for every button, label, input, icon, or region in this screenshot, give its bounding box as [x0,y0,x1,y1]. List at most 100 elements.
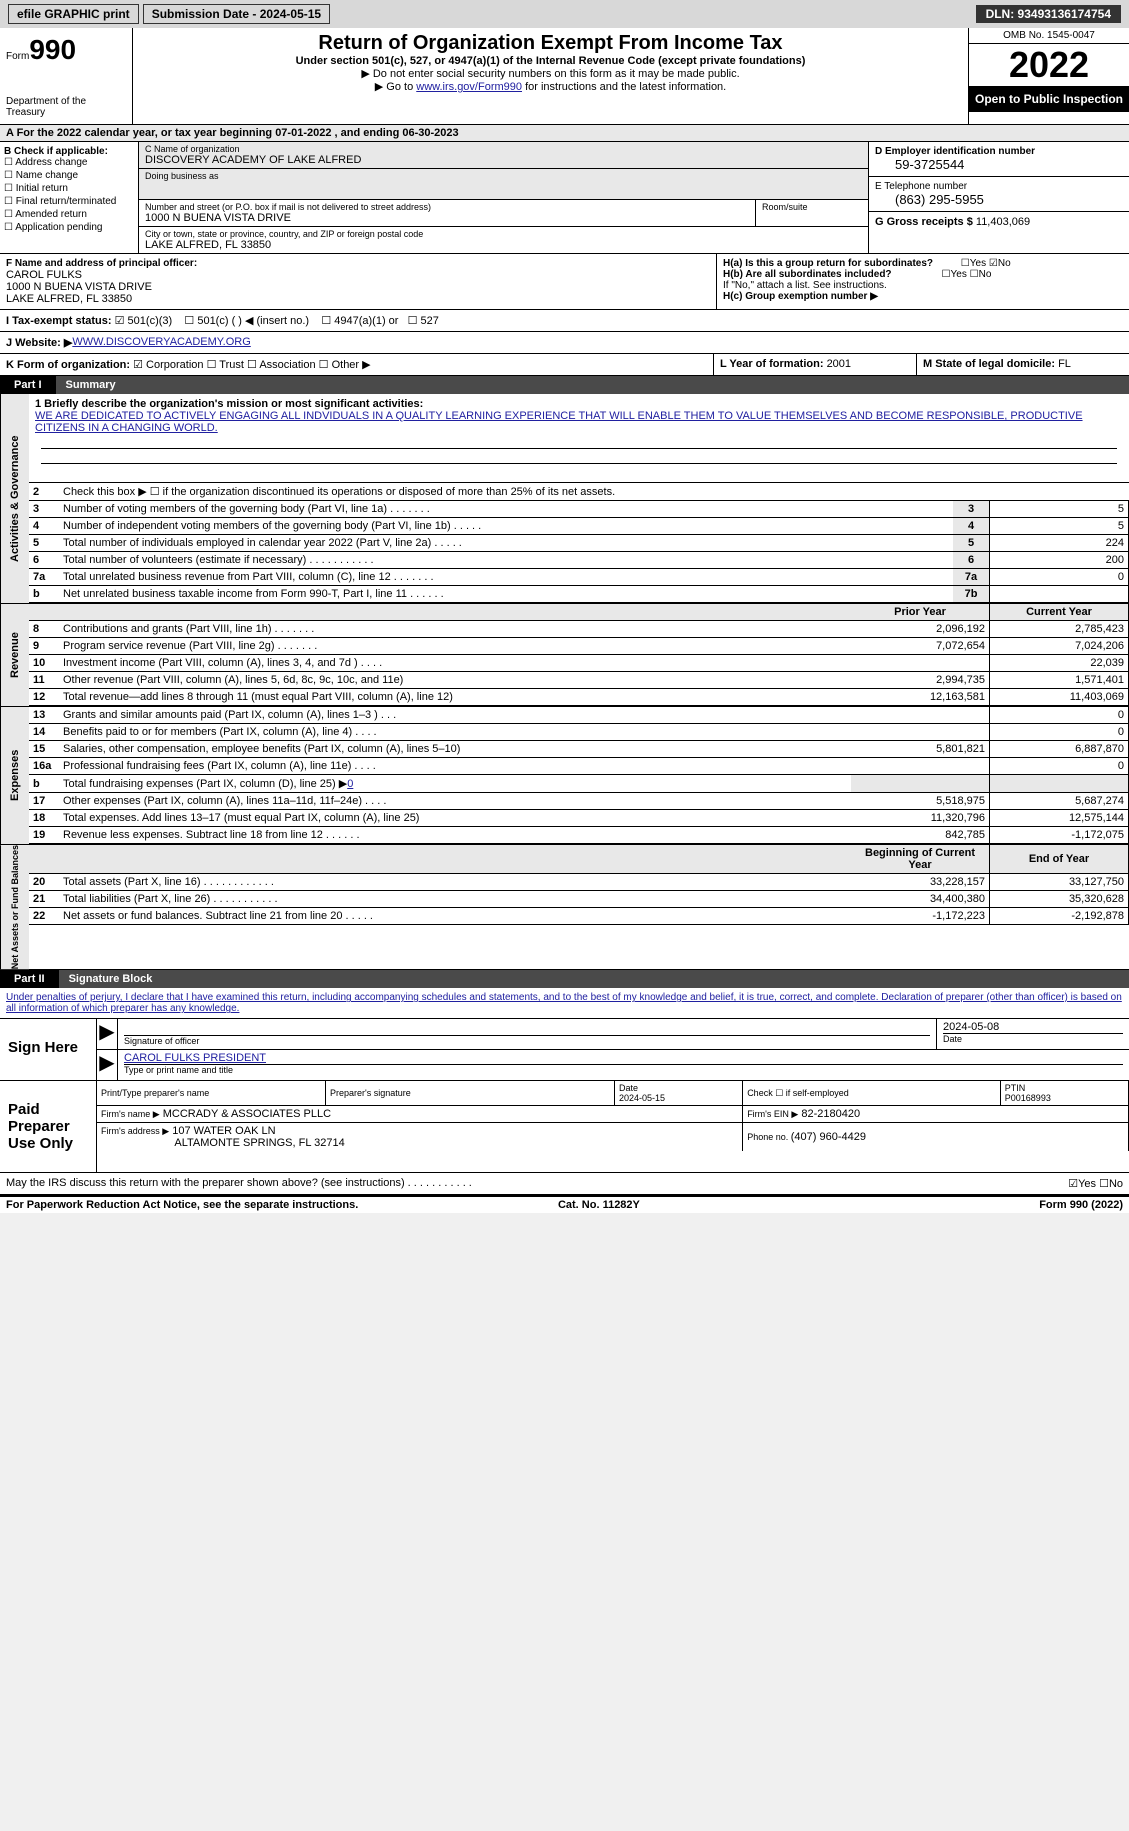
line-text: Contributions and grants (Part VIII, lin… [59,621,851,638]
chk-amended[interactable]: Amended return [15,209,87,220]
discuss-yes[interactable]: Yes [1078,1178,1096,1190]
preparer-table: Print/Type preparer's name Preparer's si… [97,1081,1129,1151]
line-text: Number of independent voting members of … [59,518,953,535]
chk-application[interactable]: Application pending [15,222,102,233]
declaration-text[interactable]: Under penalties of perjury, I declare th… [6,992,1122,1014]
b-check-label: B Check if applicable: [4,146,134,157]
hb-no[interactable]: No [979,269,992,280]
ptin: P00168993 [1005,1093,1051,1103]
line-num: 16a [29,758,59,775]
line-num: b [29,775,59,793]
line-text: Revenue less expenses. Subtract line 18 … [59,827,851,844]
prior-val [851,655,990,672]
omb: OMB No. 1545-0047 [969,28,1129,44]
net-table: Beginning of Current YearEnd of Year 20T… [29,845,1129,925]
chk-final[interactable]: Final return/terminated [16,196,117,207]
discuss-no[interactable]: No [1109,1178,1123,1190]
go-to-post: for instructions and the latest informat… [522,81,726,93]
street-label: Number and street (or P.O. box if mail i… [145,202,749,212]
form-990: 990 [29,34,76,65]
chk-initial[interactable]: Initial return [16,183,68,194]
top-bar: efile GRAPHIC print Submission Date - 20… [0,0,1129,28]
line-val: 200 [990,552,1129,569]
k-trust[interactable]: Trust [219,359,244,371]
ha-no[interactable]: No [998,258,1011,269]
line-box: 6 [953,552,990,569]
line-num: 9 [29,638,59,655]
begin-val: -1,172,223 [851,908,990,925]
line-num: 18 [29,810,59,827]
k-other[interactable]: Other ▶ [332,359,371,371]
tax-year: 2022 [969,44,1129,86]
ptin-label: PTIN [1005,1083,1026,1093]
hb-yes[interactable]: Yes [951,269,967,280]
d-ein-label: D Employer identification number [875,146,1123,157]
k-label: K Form of organization: [6,359,130,371]
line-text: Total revenue—add lines 8 through 11 (mu… [59,689,851,706]
prior-val: 2,994,735 [851,672,990,689]
line-num: 13 [29,707,59,724]
chk-name[interactable]: Name change [16,170,78,181]
officer-addr2: LAKE ALFRED, FL 33850 [6,293,710,305]
efile-button[interactable]: efile GRAPHIC print [8,4,139,24]
sign-here: Sign Here [0,1019,96,1080]
f-label: F Name and address of principal officer: [6,258,710,269]
org-block: C Name of organization DISCOVERY ACADEMY… [139,142,868,253]
e-phone-label: E Telephone number [875,181,1123,192]
527[interactable]: 527 [421,315,439,327]
line-num: 22 [29,908,59,925]
current-val: 5,687,274 [990,793,1129,810]
sig-date-label: Date [943,1033,1123,1044]
officer-block: F Name and address of principal officer:… [0,254,717,309]
c-label: C Name of organization [145,144,862,154]
current-val: 0 [990,758,1129,775]
may-discuss: May the IRS discuss this return with the… [6,1177,472,1190]
prior-year-hdr: Prior Year [851,604,990,621]
mission-text[interactable]: WE ARE DEDICATED TO ACTIVELY ENGAGING AL… [35,410,1083,434]
arrow-icon: ▶ [97,1019,118,1049]
irs-link[interactable]: www.irs.gov/Form990 [416,81,522,93]
line-num: 11 [29,672,59,689]
phone: (863) 295-5955 [875,192,1123,207]
line-num: b [29,586,59,603]
l-label: L Year of formation: [720,358,827,370]
dln: DLN: 93493136174754 [976,5,1121,23]
prior-val [851,775,990,793]
4947[interactable]: 4947(a)(1) or [334,315,398,327]
line-text: Total assets (Part X, line 16) . . . . .… [59,874,851,891]
k-corp[interactable]: Corporation [146,359,203,371]
type-name[interactable]: CAROL FULKS PRESIDENT [124,1052,266,1064]
end-hdr: End of Year [990,845,1129,874]
declaration: Under penalties of perjury, I declare th… [0,988,1129,1019]
line-text: Professional fundraising fees (Part IX, … [59,758,851,775]
open-inspection: Open to Public Inspection [969,86,1129,112]
prior-val: 2,096,192 [851,621,990,638]
check-self-employed[interactable]: Check ☐ if self-employed [747,1088,996,1099]
prep-phone-label: Phone no. [747,1132,791,1142]
hc: H(c) Group exemption number ▶ [723,291,878,302]
chk-address[interactable]: Address change [15,157,87,168]
vert-governance: Activities & Governance [0,394,29,603]
k-assoc[interactable]: Association [259,359,315,371]
current-val: 6,887,870 [990,741,1129,758]
m-label: M State of legal domicile: [923,358,1058,370]
prior-val: 11,320,796 [851,810,990,827]
line-box: 3 [953,501,990,518]
website-link[interactable]: WWW.DISCOVERYACADEMY.ORG [72,336,250,349]
ha-yes[interactable]: Yes [970,258,986,269]
id-column: D Employer identification number 59-3725… [868,142,1129,253]
line-text: Salaries, other compensation, employee b… [59,741,851,758]
submission-date-button[interactable]: Submission Date - 2024-05-15 [143,4,330,24]
sub-label: Submission Date - [152,7,260,21]
end-val: 35,320,628 [990,891,1129,908]
firm-ein-label: Firm's EIN ▶ [747,1109,798,1119]
fundraising-zero[interactable]: 0 [347,778,353,790]
line-val: 5 [990,518,1129,535]
ha: H(a) Is this a group return for subordin… [723,258,933,269]
501c3[interactable]: 501(c)(3) [128,315,173,327]
line-val: 5 [990,501,1129,518]
firm-ein: 82-2180420 [801,1108,860,1120]
line-num: 10 [29,655,59,672]
501c[interactable]: 501(c) ( ) ◀ (insert no.) [197,315,309,327]
gross-receipts: 11,403,069 [976,216,1030,228]
